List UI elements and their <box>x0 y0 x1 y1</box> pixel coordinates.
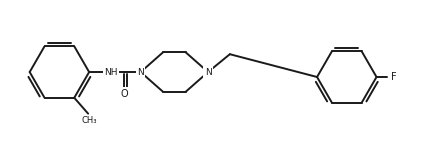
Text: CH₃: CH₃ <box>81 116 97 125</box>
Text: O: O <box>121 89 128 99</box>
Text: N: N <box>204 68 211 77</box>
Text: NH: NH <box>104 68 118 77</box>
Text: F: F <box>390 72 395 82</box>
Text: N: N <box>137 68 144 77</box>
